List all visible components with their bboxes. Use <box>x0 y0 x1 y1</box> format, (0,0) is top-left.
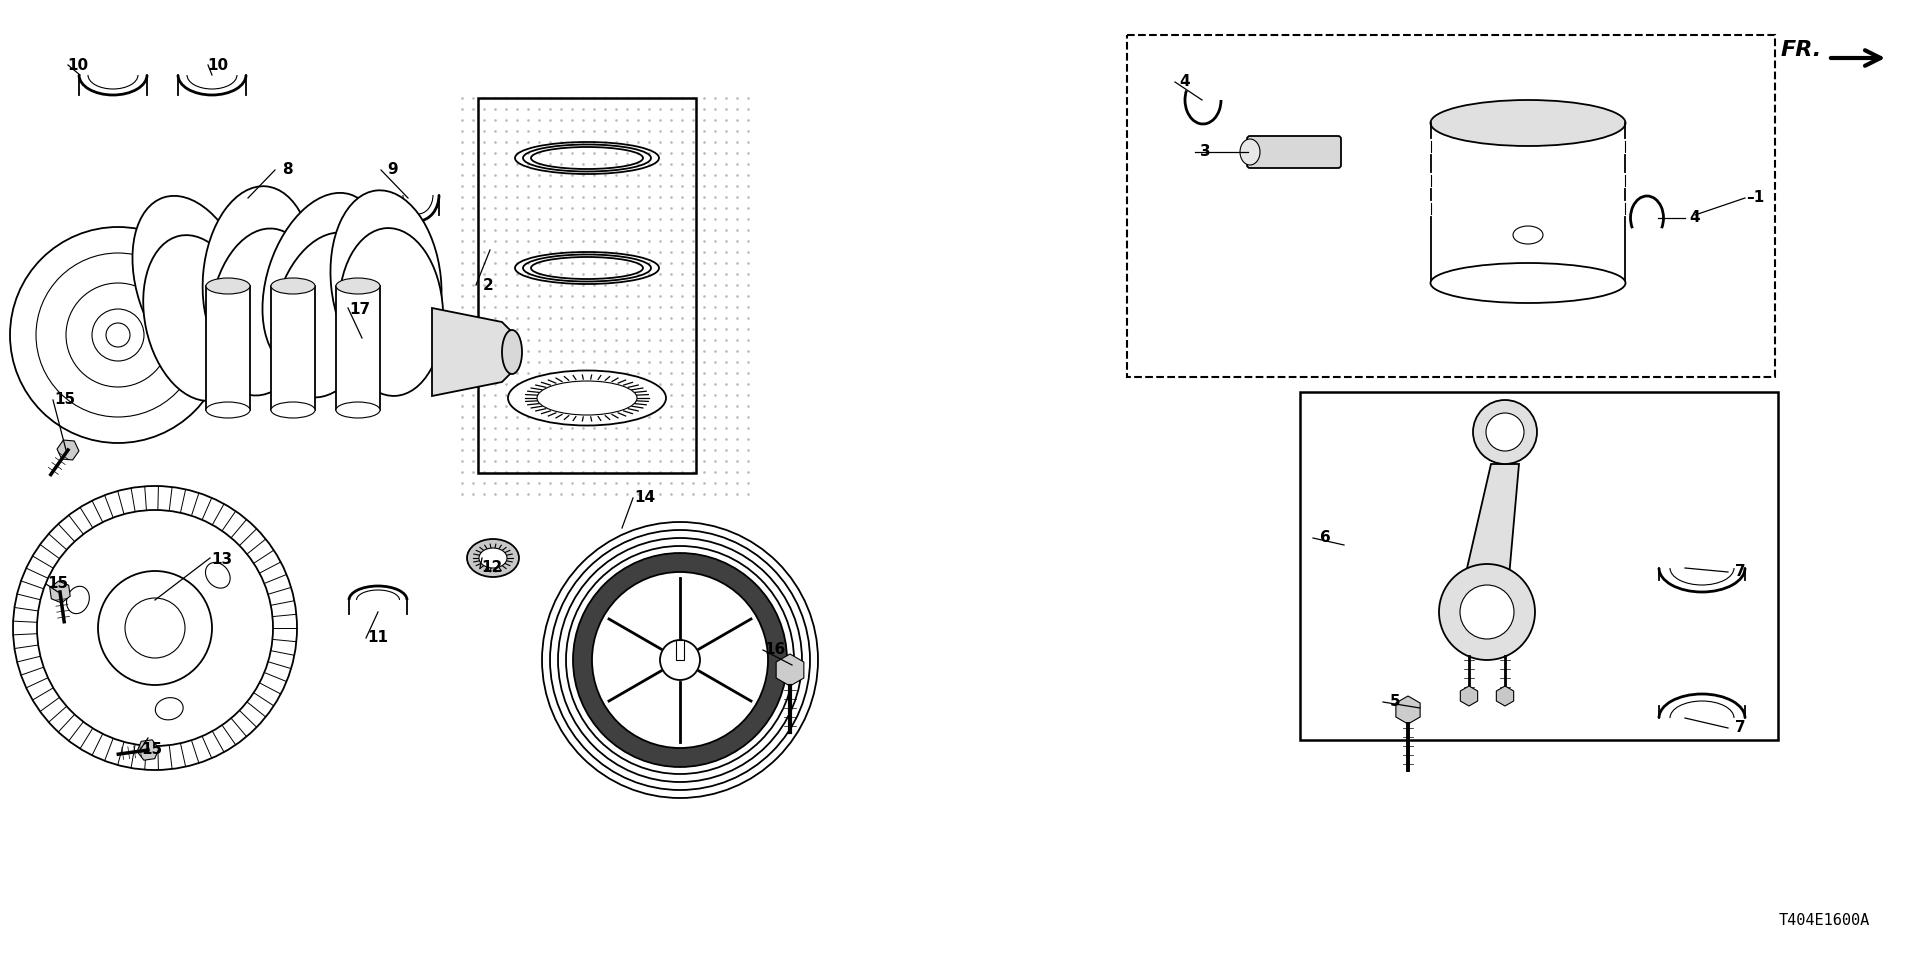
Text: 6: 6 <box>1319 531 1331 545</box>
Circle shape <box>10 227 227 443</box>
Circle shape <box>1459 585 1515 639</box>
Text: 17: 17 <box>349 302 371 318</box>
Ellipse shape <box>156 698 182 720</box>
Ellipse shape <box>478 548 507 568</box>
Ellipse shape <box>509 371 666 425</box>
Text: 11: 11 <box>367 631 388 645</box>
Text: 16: 16 <box>764 642 785 658</box>
Text: 13: 13 <box>211 553 232 567</box>
Circle shape <box>660 640 701 680</box>
Text: 4: 4 <box>1179 75 1190 89</box>
Text: 7: 7 <box>1734 721 1745 735</box>
Ellipse shape <box>340 228 444 396</box>
Polygon shape <box>1465 464 1519 582</box>
Bar <box>271 286 315 410</box>
Text: 4: 4 <box>1690 210 1701 226</box>
Bar <box>1300 392 1778 740</box>
Circle shape <box>572 553 787 767</box>
Text: 8: 8 <box>282 162 292 178</box>
Ellipse shape <box>336 402 380 418</box>
Text: 10: 10 <box>67 58 88 73</box>
Text: 15: 15 <box>142 742 163 757</box>
Ellipse shape <box>205 278 250 294</box>
Ellipse shape <box>1430 100 1626 146</box>
Bar <box>1127 35 1774 377</box>
FancyBboxPatch shape <box>1246 136 1340 168</box>
Text: 7: 7 <box>1734 564 1745 580</box>
Ellipse shape <box>204 186 313 370</box>
Ellipse shape <box>132 196 252 374</box>
Bar <box>478 98 695 473</box>
Text: 2: 2 <box>482 277 493 293</box>
Text: 3: 3 <box>1200 145 1210 159</box>
Text: 9: 9 <box>388 162 397 178</box>
Ellipse shape <box>67 587 90 613</box>
Ellipse shape <box>271 402 315 418</box>
Ellipse shape <box>330 190 442 373</box>
Text: FR.: FR. <box>1780 40 1822 60</box>
Bar <box>205 286 250 410</box>
Ellipse shape <box>144 235 252 401</box>
Text: –1: –1 <box>1745 190 1764 205</box>
Ellipse shape <box>467 539 518 577</box>
Ellipse shape <box>538 381 637 415</box>
Circle shape <box>92 309 144 361</box>
Bar <box>336 286 380 410</box>
Ellipse shape <box>205 563 230 588</box>
Ellipse shape <box>1513 226 1544 244</box>
Ellipse shape <box>1240 139 1260 165</box>
Circle shape <box>65 283 171 387</box>
Circle shape <box>1473 400 1538 464</box>
Circle shape <box>36 253 200 417</box>
Text: 5: 5 <box>1390 694 1400 709</box>
Circle shape <box>125 598 184 658</box>
Ellipse shape <box>273 232 382 397</box>
Ellipse shape <box>1430 263 1626 303</box>
Polygon shape <box>432 308 513 396</box>
Text: 14: 14 <box>634 491 655 506</box>
Text: 10: 10 <box>207 58 228 73</box>
Circle shape <box>591 572 768 748</box>
Ellipse shape <box>336 278 380 294</box>
Text: 15: 15 <box>48 577 69 591</box>
Ellipse shape <box>501 330 522 374</box>
Text: 15: 15 <box>54 393 75 407</box>
Ellipse shape <box>209 228 315 396</box>
Ellipse shape <box>205 402 250 418</box>
Circle shape <box>1438 564 1534 660</box>
Text: 12: 12 <box>482 561 503 575</box>
Circle shape <box>36 510 273 746</box>
Bar <box>676 640 684 660</box>
Circle shape <box>106 323 131 347</box>
Text: T404E1600A: T404E1600A <box>1778 913 1870 928</box>
Circle shape <box>1486 413 1524 451</box>
Ellipse shape <box>271 278 315 294</box>
Ellipse shape <box>263 193 382 372</box>
Circle shape <box>98 571 211 685</box>
